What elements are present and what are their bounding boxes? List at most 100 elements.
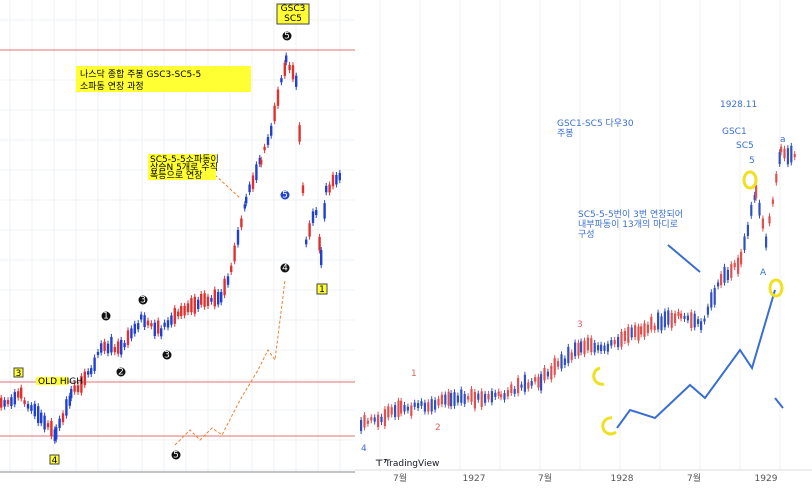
candle (444, 394, 447, 405)
note-box (148, 154, 216, 180)
candle (630, 327, 633, 338)
wave-marker (138, 295, 148, 305)
candle (780, 146, 783, 153)
candle (667, 310, 670, 325)
candle (220, 291, 223, 303)
left-candles (0, 52, 341, 444)
candle (80, 376, 83, 393)
candle (674, 313, 677, 324)
wave-marker-label: 5 (284, 32, 290, 42)
candle (163, 322, 166, 327)
candle (484, 393, 487, 403)
candle (567, 346, 570, 364)
candle (387, 406, 390, 418)
wave-label: a (780, 135, 786, 145)
candle (730, 264, 733, 278)
candle (223, 278, 226, 296)
candle (487, 394, 490, 400)
candle (434, 400, 437, 410)
date-label: 1928.11 (720, 100, 757, 110)
candle (510, 384, 513, 394)
candle (771, 199, 774, 204)
candle (574, 342, 577, 357)
candle (447, 391, 450, 406)
wave-sketch (774, 397, 784, 409)
candle (697, 319, 700, 324)
candle (550, 365, 553, 380)
x-tick-label: 1927 (463, 474, 486, 484)
candle (613, 340, 616, 345)
candle (706, 306, 709, 315)
candle (746, 224, 749, 236)
candle (430, 399, 433, 412)
candle (523, 374, 526, 392)
candle (96, 351, 100, 356)
sc-label: SC5 (736, 141, 754, 151)
candle (160, 328, 163, 337)
wave-label: A (760, 268, 767, 278)
candle (557, 361, 560, 367)
candle (193, 296, 196, 314)
candle (53, 429, 56, 441)
candle (506, 390, 509, 397)
candle (390, 407, 393, 415)
candle (755, 184, 758, 198)
candle (750, 204, 753, 216)
note-line: 폭등으로 연장 (150, 170, 203, 181)
wave-marker (280, 263, 290, 273)
candle (130, 328, 133, 339)
candle (3, 400, 6, 407)
candle (76, 385, 80, 393)
candle (527, 382, 530, 389)
candle (173, 308, 176, 324)
title-line: 나스닥 종합 주봉 GSC3-SC5-5 (80, 69, 201, 80)
candle (30, 405, 33, 411)
candle (463, 393, 466, 404)
candle (298, 125, 301, 142)
candle (456, 395, 459, 403)
wave-marker (171, 450, 181, 460)
candle (717, 282, 720, 287)
old-high-box (36, 377, 68, 385)
candle (423, 402, 426, 412)
wave-sketch (616, 289, 776, 429)
right-panel (355, 0, 812, 494)
candle (255, 164, 258, 181)
candle (325, 185, 328, 193)
candle (440, 394, 443, 405)
candle (406, 406, 409, 411)
title-box (76, 66, 251, 92)
candle (394, 405, 397, 417)
wave-label: 3 (16, 369, 22, 379)
candle (10, 397, 13, 406)
note-pointer (214, 174, 241, 199)
highlight (742, 170, 758, 190)
candle (331, 174, 335, 187)
candle (143, 315, 146, 327)
candle (106, 343, 110, 354)
wave-box (316, 283, 328, 295)
candle (657, 312, 660, 330)
wave-marker (101, 311, 111, 321)
right-title: GSC1-SC5 다우30 (557, 118, 634, 129)
note-pointer (667, 244, 701, 273)
candle (33, 403, 36, 417)
candle (37, 406, 40, 424)
x-labels: 7월 1927 7월 1928 7월 1929 (393, 472, 778, 484)
candle (546, 371, 549, 377)
candle (603, 345, 606, 351)
candle (680, 313, 683, 319)
candle (650, 316, 653, 330)
candle (308, 223, 311, 237)
candle (543, 367, 546, 381)
candle (117, 341, 120, 354)
wave-label: 2 (435, 423, 441, 433)
brand-logo: ⊤⁷ (375, 459, 387, 469)
x-tick-label: 1929 (755, 474, 778, 484)
candle (366, 420, 369, 424)
wave-marker-label: 4 (282, 264, 288, 274)
candle (157, 320, 160, 334)
highlights (592, 170, 784, 436)
candle (200, 293, 203, 305)
